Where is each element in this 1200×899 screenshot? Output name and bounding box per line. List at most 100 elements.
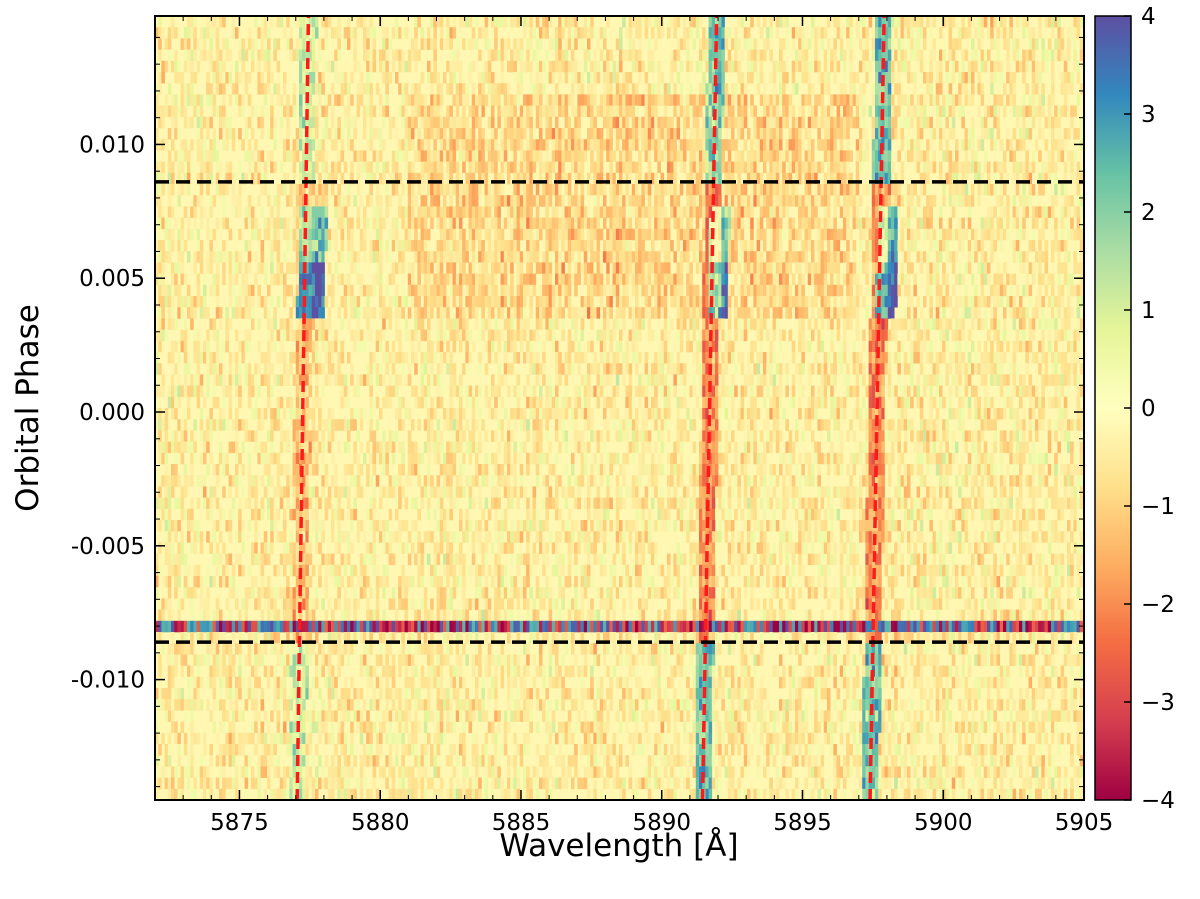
heatmap-cell [167,105,172,118]
heatmap-cell [1019,60,1023,73]
heatmap-cell [587,284,591,297]
heatmap-cell [548,172,553,185]
heatmap-cell [705,273,709,286]
heatmap-cell [347,83,351,95]
heatmap-cell [964,83,969,95]
heatmap-cell [926,161,930,174]
heatmap-cell [711,16,716,28]
heatmap-cell [881,273,885,286]
heatmap-cell [404,150,409,162]
heatmap-cell [871,228,876,241]
heatmap-cell [1022,284,1026,297]
heatmap-cell [916,161,921,174]
heatmap-cell [555,94,559,106]
heatmap-cell [939,161,943,174]
heatmap-cell [817,116,821,129]
heatmap-cell [1073,105,1077,118]
heatmap-cell [753,116,757,129]
heatmap-cell [894,251,898,263]
heatmap-cell [484,273,489,286]
heatmap-cell [1028,60,1033,73]
heatmap-cell [516,38,521,50]
heatmap-cell [855,72,860,84]
heatmap-cell [337,150,341,162]
heatmap-cell [1063,273,1068,286]
heatmap-cell [167,217,172,230]
heatmap-cell [395,72,399,84]
heatmap-cell [292,105,297,118]
heatmap-cell [321,284,325,297]
heatmap-cell [315,228,319,241]
heatmap-cell [705,172,709,185]
heatmap-cell [500,16,505,28]
heatmap-cell [190,27,194,39]
heatmap-cell [715,262,719,274]
heatmap-cell [212,16,217,28]
heatmap-cell [315,105,319,118]
heatmap-cell [609,49,613,62]
heatmap-cell [740,49,745,62]
heatmap-cell [203,116,207,129]
heatmap-cell [753,150,757,162]
heatmap-cell [993,72,997,84]
heatmap-cell [599,284,604,297]
heatmap-cell [1079,38,1084,50]
heatmap-cell [798,161,802,174]
heatmap-cell [500,150,505,162]
heatmap-cell [308,284,313,297]
heatmap-cell [743,116,748,129]
heatmap-cell [945,150,949,162]
heatmap-cell [561,16,565,28]
heatmap-cell [372,150,377,162]
heatmap-cell [379,217,383,230]
heatmap-cell [529,150,533,162]
heatmap-cell [926,251,930,263]
heatmap-cell [535,105,540,118]
heatmap-cell [446,240,450,252]
heatmap-cell [1051,172,1055,185]
heatmap-cell [580,240,585,252]
heatmap-cell [276,94,281,106]
heatmap-cell [1079,251,1084,263]
heatmap-cell [315,217,319,230]
heatmap-cell [414,284,418,297]
heatmap-cell [516,251,521,263]
heatmap-cell [750,217,754,230]
heatmap-cell [686,116,690,129]
heatmap-cell [721,94,725,106]
heatmap-cell [555,128,559,140]
heatmap-cell [1003,161,1007,174]
heatmap-cell [462,150,466,162]
heatmap-cell [801,72,805,84]
heatmap-cell [331,172,335,185]
heatmap-cell [785,116,789,129]
heatmap-cell [967,72,972,84]
heatmap-cell [222,217,226,230]
heatmap-cell [916,228,921,241]
heatmap-cell [897,16,901,28]
heatmap-cell [222,139,226,151]
heatmap-cell [660,284,665,297]
heatmap-cell [311,116,316,129]
heatmap-cell [174,217,178,230]
heatmap-cell [503,161,508,174]
heatmap-cell [318,38,322,50]
heatmap-cell [673,172,677,185]
heatmap-cell [695,172,700,185]
heatmap-cell [1038,251,1042,263]
heatmap-cell [849,83,853,95]
heatmap-cell [699,49,703,62]
heatmap-cell [481,172,485,185]
heatmap-cell [593,217,597,230]
heatmap-cell [791,139,796,151]
heatmap-cell [887,251,892,263]
heatmap-cell [289,228,293,241]
heatmap-cell [1054,184,1058,196]
heatmap-cell [558,184,562,196]
heatmap-cell [558,16,562,28]
heatmap-cell [183,60,188,73]
heatmap-cell [1060,184,1065,196]
heatmap-cell [663,206,668,218]
heatmap-cell [487,161,492,174]
heatmap-cell [804,49,809,62]
